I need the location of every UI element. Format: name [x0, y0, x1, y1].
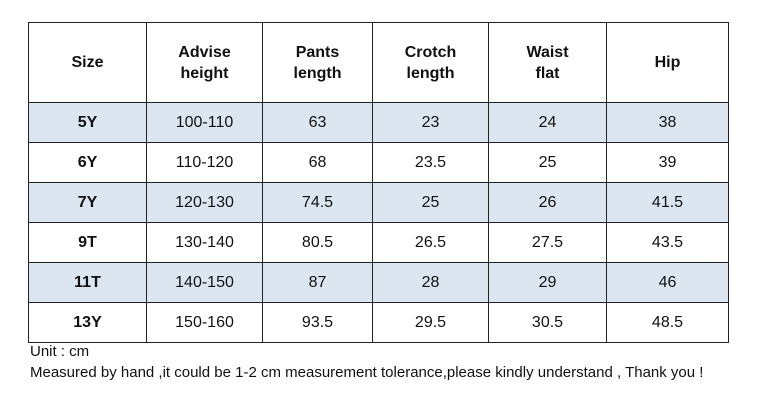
value-cell: 63: [262, 102, 373, 143]
value-cell: 120-130: [146, 182, 263, 223]
value-cell: 25: [372, 182, 489, 223]
size-cell: 7Y: [28, 182, 147, 223]
header-cell: Advise height: [146, 22, 263, 103]
header-line: height: [180, 64, 229, 82]
header-line: length: [406, 64, 455, 82]
value-cell: 23.5: [372, 142, 489, 183]
table-row: 7Y 120-130 74.5 25 26 41.5: [28, 182, 729, 223]
value-cell: 43.5: [606, 222, 729, 263]
size-table: Size Advise height Pants length Crotch length W…: [28, 22, 729, 343]
header-row: Size Advise height Pants length Crotch length W…: [28, 22, 729, 103]
table-row: 9T 130-140 80.5 26.5 27.5 43.5: [28, 222, 729, 263]
value-cell: 29: [488, 262, 607, 303]
tolerance-note: Measured by hand ,it could be 1-2 cm mea…: [30, 364, 704, 381]
header-cell: Waist flat: [488, 22, 607, 103]
header-cell: Crotch length: [372, 22, 489, 103]
header-cell: Size: [28, 22, 147, 103]
size-cell: 5Y: [28, 102, 147, 143]
header-cell: Pants length: [262, 22, 373, 103]
value-cell: 150-160: [146, 302, 263, 343]
value-cell: 74.5: [262, 182, 373, 223]
value-cell: 25: [488, 142, 607, 183]
value-cell: 80.5: [262, 222, 373, 263]
size-cell: 9T: [28, 222, 147, 263]
value-cell: 28: [372, 262, 489, 303]
value-cell: 23: [372, 102, 489, 143]
value-cell: 110-120: [146, 142, 263, 183]
value-cell: 93.5: [262, 302, 373, 343]
header-line: Waist: [526, 43, 569, 61]
value-cell: 41.5: [606, 182, 729, 223]
value-cell: 26.5: [372, 222, 489, 263]
value-cell: 39: [606, 142, 729, 183]
table-row: 11T 140-150 87 28 29 46: [28, 262, 729, 303]
value-cell: 29.5: [372, 302, 489, 343]
header-line: Advise: [178, 43, 231, 61]
value-cell: 46: [606, 262, 729, 303]
unit-note: Unit : cm: [30, 343, 90, 360]
value-cell: 87: [262, 262, 373, 303]
size-cell: 13Y: [28, 302, 147, 343]
table-body: 5Y 100-110 63 23 24 38 6Y 110-120 68 23.5 25 39 7Y 12…: [28, 102, 729, 343]
value-cell: 24: [488, 102, 607, 143]
value-cell: 48.5: [606, 302, 729, 343]
value-cell: 26: [488, 182, 607, 223]
header-line: length: [293, 64, 342, 82]
value-cell: 100-110: [146, 102, 263, 143]
size-cell: 6Y: [28, 142, 147, 183]
header-line: flat: [535, 64, 560, 82]
table-row: 13Y 150-160 93.5 29.5 30.5 48.5: [28, 302, 729, 343]
value-cell: 38: [606, 102, 729, 143]
table-row: 5Y 100-110 63 23 24 38: [28, 102, 729, 143]
header-cell: Hip: [606, 22, 729, 103]
header-line: Crotch: [404, 43, 457, 61]
value-cell: 130-140: [146, 222, 263, 263]
value-cell: 68: [262, 142, 373, 183]
table-row: 6Y 110-120 68 23.5 25 39: [28, 142, 729, 183]
header-line: Pants: [295, 43, 340, 61]
header-line: Size: [71, 54, 104, 71]
header-line: Hip: [654, 54, 681, 71]
value-cell: 27.5: [488, 222, 607, 263]
size-cell: 11T: [28, 262, 147, 303]
value-cell: 140-150: [146, 262, 263, 303]
value-cell: 30.5: [488, 302, 607, 343]
